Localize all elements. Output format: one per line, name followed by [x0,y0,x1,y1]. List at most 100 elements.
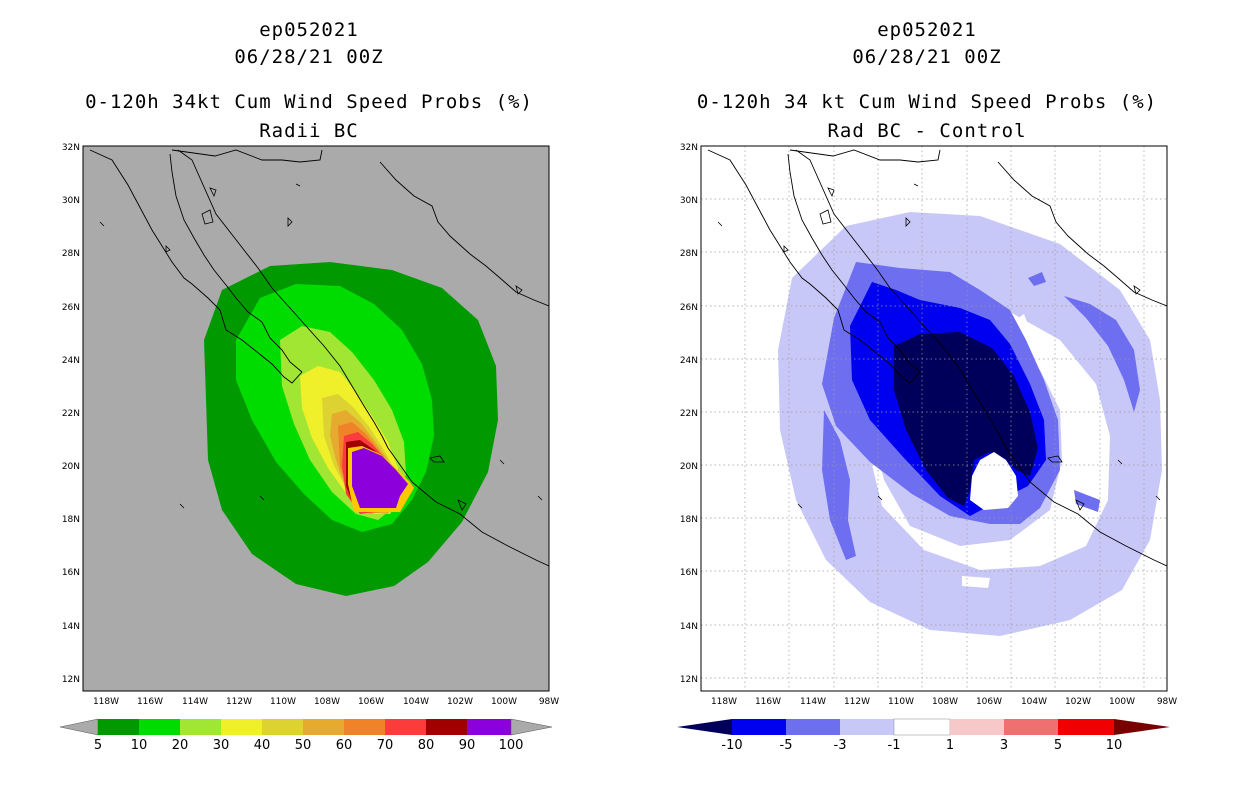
left-lon-label: 110W [270,697,296,707]
left-colorbar-under-arrow [59,718,99,736]
left-colorbar-label: 20 [172,738,189,753]
right-lat-label: 32N [680,143,698,153]
left-lat-label: 28N [62,249,80,259]
right-colorbar-swatch [950,719,1004,735]
right-lat-label: 12N [680,675,698,685]
right-colorbar: -10 -5 -3 -1 1 3 5 10 [677,718,1170,753]
left-colorbar-swatch [344,719,385,735]
right-lon-label: 116W [755,697,781,707]
left-lat-label: 16N [62,568,80,578]
left-colorbar-label: 80 [418,738,435,753]
left-colorbar-swatch [98,719,139,735]
right-lon-label: 104W [1021,697,1047,707]
right-subtitle: Rad BC - Control [827,120,1027,142]
right-lat-label: 28N [680,249,698,259]
left-lon-ticks: 118W 116W 114W 112W 110W 108W 106W 104W … [93,697,559,707]
right-colorbar-label: -1 [888,738,901,753]
right-zero-hole [970,452,1018,510]
right-lon-label: 110W [888,697,914,707]
left-subtitle: Radii BC [259,120,359,142]
left-colorbar-label: 40 [254,738,271,753]
right-datetime: 06/28/21 00Z [852,46,1002,68]
left-datetime: 06/28/21 00Z [234,46,384,68]
left-colorbar-swatch [180,719,221,735]
left-colorbar-swatch [139,719,180,735]
right-colorbar-label: 1 [946,738,954,753]
left-lat-label: 20N [62,462,80,472]
right-lon-label: 114W [800,697,826,707]
left-colorbar-swatch [303,719,344,735]
left-contour-100 [352,448,408,508]
left-lat-label: 18N [62,515,80,525]
left-storm-id: ep052021 [259,19,359,41]
right-lon-ticks: 118W 116W 114W 112W 110W 108W 106W 104W … [711,697,1177,707]
right-lon-label: 112W [844,697,870,707]
right-product-title: 0-120h 34 kt Cum Wind Speed Probs (%) [696,91,1158,113]
left-lat-label: 26N [62,303,80,313]
left-colorbar-label: 90 [459,738,476,753]
left-colorbar: 5 10 20 30 40 50 60 70 80 90 100 [59,718,553,753]
right-colorbar-label: -10 [721,738,742,753]
right-colorbar-swatch [893,718,951,736]
left-lon-label: 102W [447,697,473,707]
left-colorbar-swatch [467,719,511,735]
right-lon-label: 118W [711,697,737,707]
left-lon-label: 116W [137,697,163,707]
right-map-panel: 32N 30N 28N 26N 24N 22N 20N 18N 16N 14N … [677,143,1177,753]
right-lat-label: 16N [680,568,698,578]
left-colorbar-swatch [262,719,303,735]
left-colorbar-label: 5 [94,738,102,753]
right-lon-label: 98W [1157,697,1177,707]
right-lat-label: 14N [680,622,698,632]
left-lon-label: 114W [182,697,208,707]
left-lat-label: 24N [62,356,80,366]
right-contour-minus3-band [1074,490,1100,512]
right-gridlines [701,146,1167,691]
left-lon-label: 108W [314,697,340,707]
left-colorbar-label: 30 [213,738,230,753]
right-lat-label: 26N [680,303,698,313]
right-hole [962,576,990,588]
left-lon-label: 98W [539,697,559,707]
right-colorbar-swatch [1058,719,1114,735]
right-map-frame [700,145,1168,692]
left-lon-label: 118W [93,697,119,707]
left-lon-label: 100W [491,697,517,707]
left-map-panel: 32N 30N 28N 26N 24N 22N 20N 18N 16N 14N … [59,143,559,753]
left-product-title: 0-120h 34kt Cum Wind Speed Probs (%) [85,91,533,113]
left-map-frame [82,145,550,692]
right-lat-label: 30N [680,196,698,206]
left-lon-label: 104W [403,697,429,707]
right-lat-label: 22N [680,409,698,419]
right-colorbar-label: 3 [1000,738,1008,753]
left-lat-ticks: 32N 30N 28N 26N 24N 22N 20N 18N 16N 14N … [62,143,80,685]
right-hole [1004,540,1030,554]
left-lat-label: 30N [62,196,80,206]
right-colorbar-label: -5 [780,738,793,753]
left-lat-label: 32N [62,143,80,153]
right-contour-minus3-band [822,410,856,560]
left-colorbar-swatch [221,719,262,735]
right-lon-label: 102W [1065,697,1091,707]
left-colorbar-label: 100 [499,738,524,753]
right-colorbar-label: 5 [1054,738,1062,753]
left-lat-label: 14N [62,622,80,632]
left-colorbar-over-arrow [510,718,553,736]
right-lat-label: 24N [680,356,698,366]
right-lon-label: 100W [1109,697,1135,707]
right-colorbar-swatch [786,719,840,735]
left-colorbar-swatch [385,719,426,735]
right-lon-label: 108W [932,697,958,707]
right-lon-label: 106W [976,697,1002,707]
right-colorbar-swatch [1004,719,1058,735]
right-storm-id: ep052021 [877,19,977,41]
right-contour-minus10 [894,332,1038,506]
left-lat-label: 12N [62,675,80,685]
right-difference-contours [778,212,1162,636]
left-colorbar-label: 10 [131,738,148,753]
left-lon-label: 112W [226,697,252,707]
right-colorbar-swatch [732,719,786,735]
right-colorbar-label: -3 [834,738,847,753]
right-colorbar-under-arrow [677,719,732,735]
